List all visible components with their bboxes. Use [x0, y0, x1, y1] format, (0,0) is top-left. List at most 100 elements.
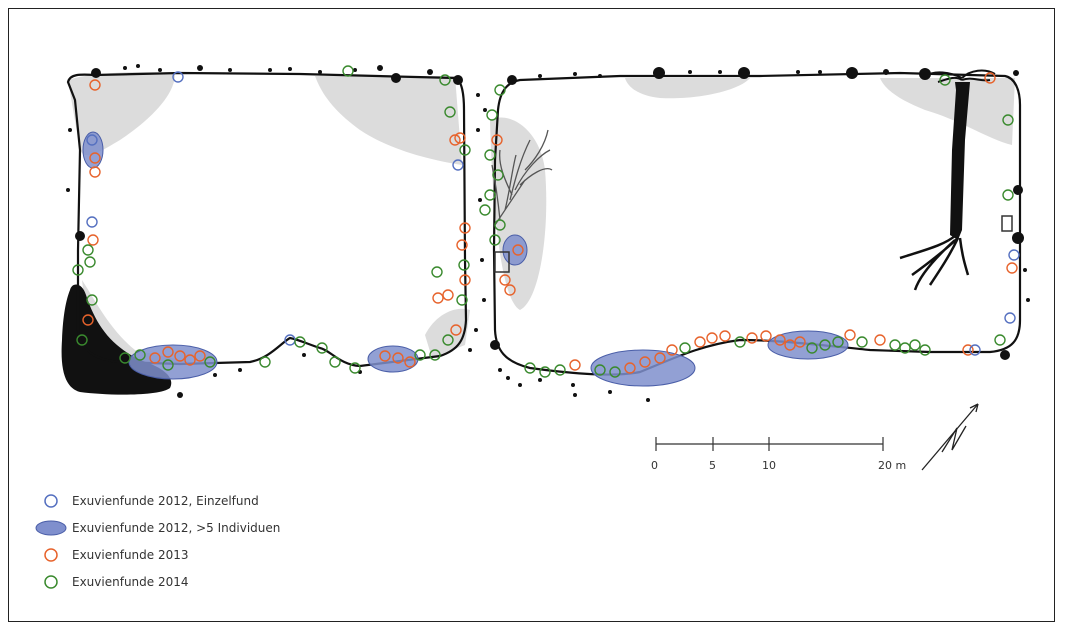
- find-marker: [1002, 114, 1014, 126]
- find-marker: [162, 359, 174, 371]
- find-marker: [454, 132, 466, 144]
- find-marker: [734, 336, 746, 348]
- gray-area-tree-left: [490, 117, 547, 310]
- find-marker: [994, 334, 1006, 346]
- find-marker: [456, 239, 468, 251]
- find-marker: [654, 352, 666, 364]
- find-marker: [491, 134, 503, 146]
- scale-tick-0: 0: [651, 459, 658, 472]
- find-marker: [459, 274, 471, 286]
- figure-frame: [8, 8, 1055, 622]
- find-marker: [329, 356, 341, 368]
- find-marker: [909, 339, 921, 351]
- find-marker: [449, 134, 461, 146]
- structure-square: [1001, 215, 1013, 232]
- find-marker: [569, 359, 581, 371]
- gray-area-left-top-right: [315, 76, 462, 165]
- find-marker: [719, 330, 731, 342]
- find-marker: [379, 350, 391, 362]
- find-marker: [899, 342, 911, 354]
- find-marker: [512, 244, 524, 256]
- tree-right-icon: [899, 69, 996, 291]
- find-marker: [492, 169, 504, 181]
- find-marker: [694, 336, 706, 348]
- find-marker: [82, 314, 94, 326]
- find-marker: [450, 324, 462, 336]
- legend-label: Exuvienfunde 2013: [72, 547, 189, 562]
- find-marker: [89, 79, 101, 91]
- find-marker: [184, 354, 196, 366]
- gray-area-right-top: [625, 78, 750, 99]
- group-ellipse: [590, 349, 696, 387]
- find-marker: [452, 159, 464, 171]
- north-arrow-icon: [921, 403, 979, 471]
- find-marker: [794, 336, 806, 348]
- find-marker: [174, 350, 186, 362]
- find-marker: [259, 356, 271, 368]
- legend-label: Exuvienfunde 2012, Einzelfund: [72, 493, 259, 508]
- find-marker: [86, 294, 98, 306]
- find-marker: [919, 344, 931, 356]
- find-marker: [499, 274, 511, 286]
- find-marker: [458, 259, 470, 271]
- find-marker: [459, 144, 471, 156]
- find-marker: [819, 339, 831, 351]
- finds-circles: [72, 65, 1020, 378]
- find-marker: [844, 329, 856, 341]
- find-marker: [456, 294, 468, 306]
- find-marker: [162, 346, 174, 358]
- right-pond-outline: [492, 71, 1022, 376]
- find-marker: [594, 364, 606, 376]
- find-marker: [342, 65, 354, 77]
- scale-tick-20m: 20 m: [878, 459, 906, 472]
- find-marker: [760, 330, 772, 342]
- find-marker: [504, 284, 516, 296]
- find-marker: [459, 222, 471, 234]
- find-marker: [442, 334, 454, 346]
- orange-open-circle-icon: [44, 547, 58, 562]
- find-marker: [489, 234, 501, 246]
- find-marker: [294, 336, 306, 348]
- find-marker: [429, 349, 441, 361]
- find-marker: [194, 350, 206, 362]
- find-marker: [349, 362, 361, 374]
- find-marker: [414, 349, 426, 361]
- legend-label: Exuvienfunde 2012, >5 Individuen: [72, 520, 281, 535]
- gray-area-right-top-right: [880, 78, 1015, 145]
- find-marker: [939, 74, 951, 86]
- find-marker: [984, 72, 996, 84]
- find-marker: [774, 334, 786, 346]
- legend-label: Exuvienfunde 2014: [72, 574, 189, 589]
- find-marker: [784, 339, 796, 351]
- find-marker: [706, 332, 718, 344]
- find-marker: [539, 366, 551, 378]
- scale-tick-5: 5: [709, 459, 716, 472]
- find-marker: [172, 71, 184, 83]
- find-marker: [119, 352, 131, 364]
- scale-bar: [655, 437, 884, 451]
- find-marker: [806, 342, 818, 354]
- legend-item-2014: Exuvienfunde 2014: [34, 568, 280, 595]
- find-marker: [639, 356, 651, 368]
- find-marker: [486, 109, 498, 121]
- find-marker: [89, 152, 101, 164]
- tree-left-icon: [491, 129, 553, 226]
- find-marker: [666, 344, 678, 356]
- find-marker: [1002, 189, 1014, 201]
- shore-markers: [66, 64, 1030, 402]
- find-marker: [439, 74, 451, 86]
- find-marker: [1006, 262, 1018, 274]
- find-marker: [432, 292, 444, 304]
- find-marker: [962, 344, 974, 356]
- find-marker: [431, 266, 443, 278]
- find-marker: [134, 349, 146, 361]
- find-marker: [444, 106, 456, 118]
- find-marker: [609, 366, 621, 378]
- find-marker: [86, 134, 98, 146]
- legend-item-2012-group: Exuvienfunde 2012, >5 Individuen: [34, 514, 280, 541]
- find-marker: [1008, 249, 1020, 261]
- find-marker: [484, 149, 496, 161]
- find-marker: [87, 234, 99, 246]
- find-marker: [889, 339, 901, 351]
